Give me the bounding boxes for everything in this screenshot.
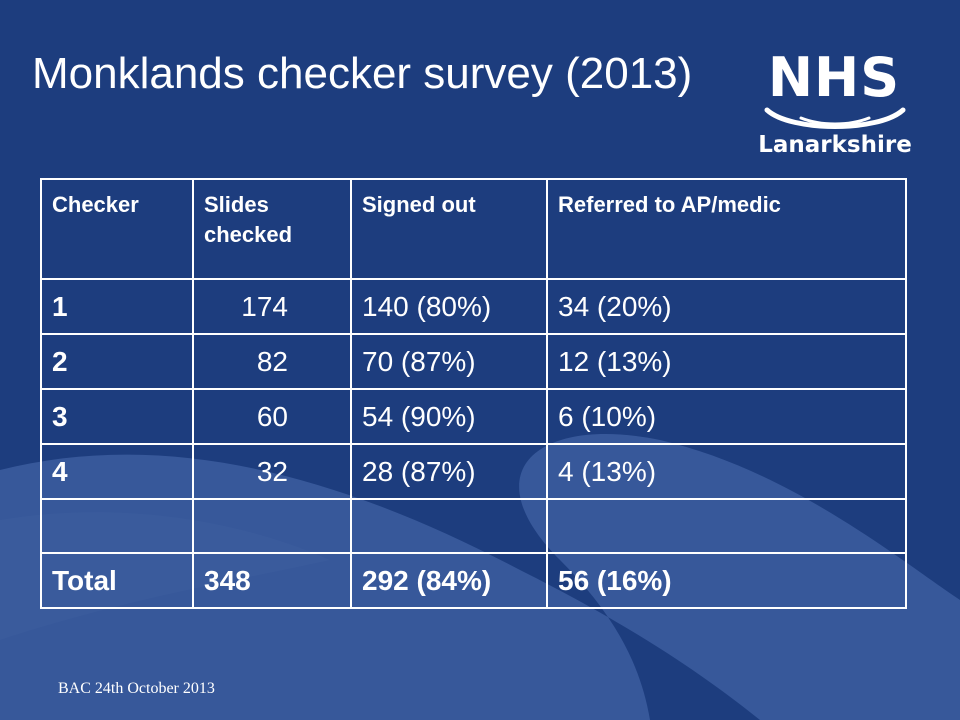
table-total-row: Total 348 292 (84%) 56 (16%)	[40, 552, 907, 609]
header-signed-out: Signed out	[350, 178, 548, 280]
cell-signed-out: 140 (80%)	[350, 278, 548, 335]
cell-referred: 12 (13%)	[546, 333, 907, 390]
table-row: 3 60 54 (90%) 6 (10%)	[40, 388, 907, 445]
logo-lanarkshire-text: Lanarkshire	[758, 132, 912, 158]
cell-slides: 60	[192, 388, 352, 445]
cell-empty	[192, 498, 352, 554]
cell-slides: 174	[192, 278, 352, 335]
table-row: 2 82 70 (87%) 12 (13%)	[40, 333, 907, 390]
cell-signed-out: 28 (87%)	[350, 443, 548, 500]
cell-checker: 3	[40, 388, 194, 445]
total-signed-out: 292 (84%)	[350, 552, 548, 609]
cell-referred: 6 (10%)	[546, 388, 907, 445]
total-slides: 348	[192, 552, 352, 609]
cell-empty	[546, 498, 907, 554]
cell-slides: 32	[192, 443, 352, 500]
header-referred: Referred to AP/medic	[546, 178, 907, 280]
slide-title: Monklands checker survey (2013)	[32, 49, 693, 98]
table-empty-row	[40, 498, 907, 554]
logo-nhs-text: NHS	[767, 46, 901, 109]
table-row: 1 174 140 (80%) 34 (20%)	[40, 278, 907, 335]
logo-swoosh-icon	[764, 107, 906, 129]
cell-referred: 34 (20%)	[546, 278, 907, 335]
cell-checker: 1	[40, 278, 194, 335]
cell-signed-out: 54 (90%)	[350, 388, 548, 445]
cell-empty	[350, 498, 548, 554]
checker-survey-table: Checker Slides checked Signed out Referr…	[40, 178, 907, 609]
cell-slides: 82	[192, 333, 352, 390]
header-slides-checked: Slides checked	[192, 178, 352, 280]
table-row: 4 32 28 (87%) 4 (13%)	[40, 443, 907, 500]
total-label: Total	[40, 552, 194, 609]
cell-signed-out: 70 (87%)	[350, 333, 548, 390]
cell-empty	[40, 498, 194, 554]
cell-checker: 2	[40, 333, 194, 390]
nhs-lanarkshire-logo: NHS Lanarkshire	[755, 50, 915, 165]
slide-footer: BAC 24th October 2013	[58, 680, 215, 697]
cell-checker: 4	[40, 443, 194, 500]
table-header-row: Checker Slides checked Signed out Referr…	[40, 178, 907, 280]
cell-referred: 4 (13%)	[546, 443, 907, 500]
total-referred: 56 (16%)	[546, 552, 907, 609]
header-checker: Checker	[40, 178, 194, 280]
